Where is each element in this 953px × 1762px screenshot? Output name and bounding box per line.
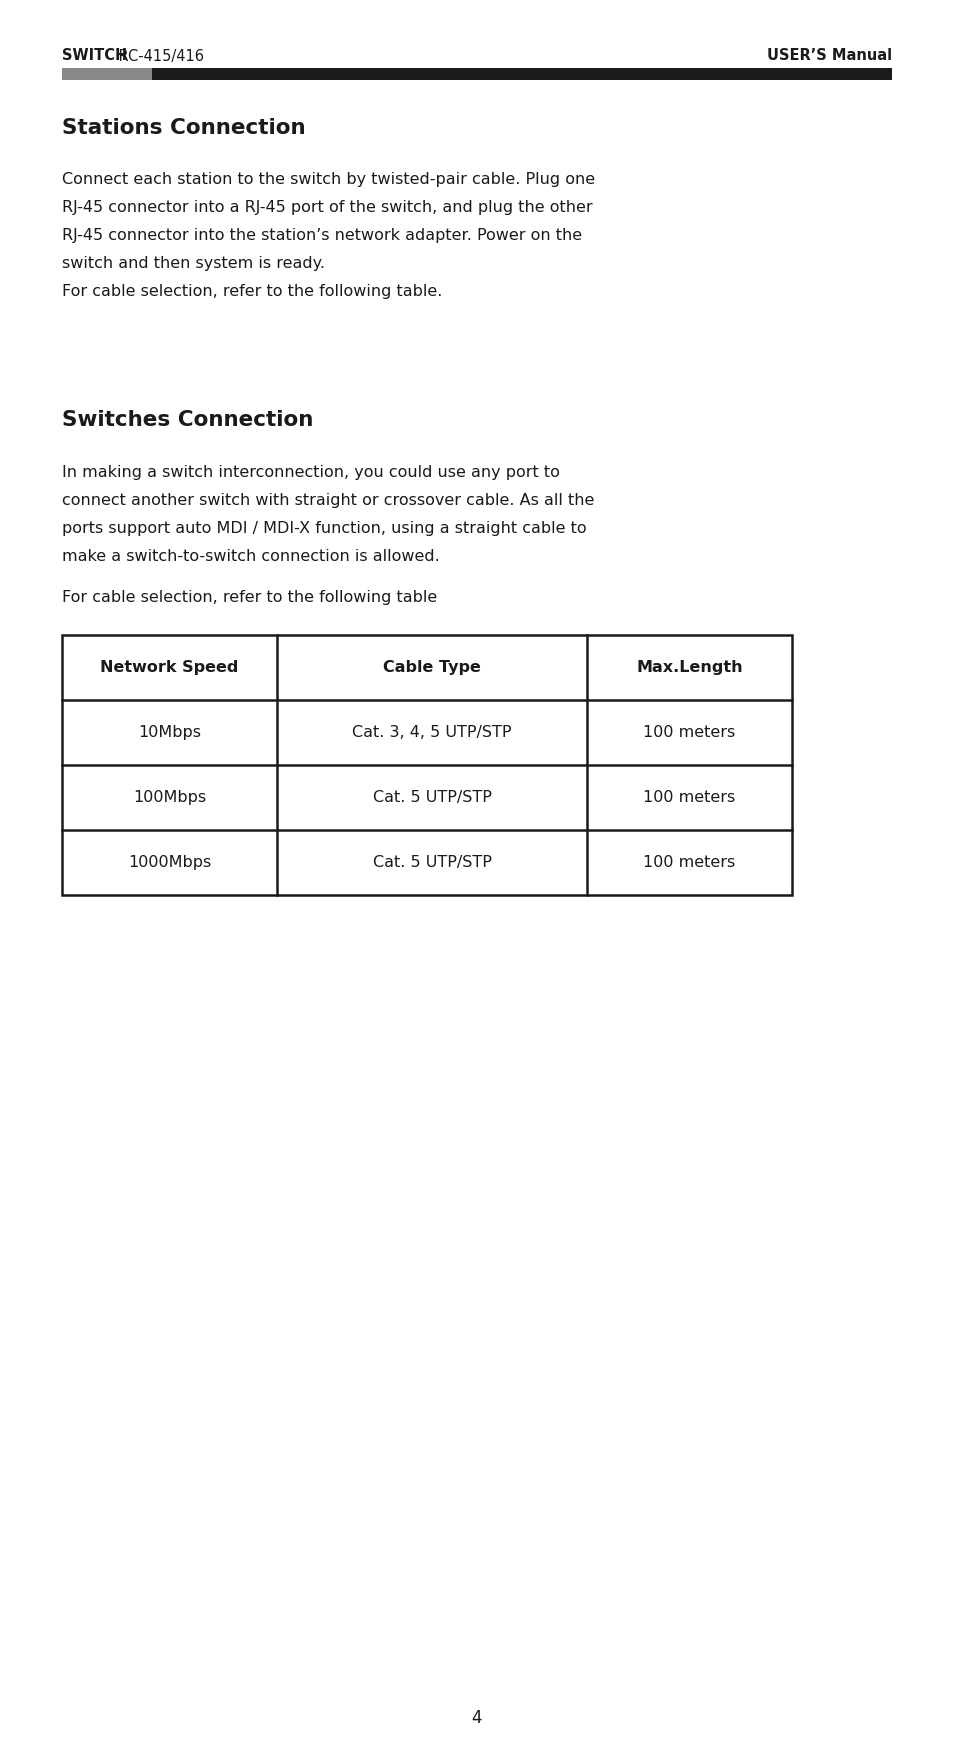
Text: Cat. 3, 4, 5 UTP/STP: Cat. 3, 4, 5 UTP/STP — [352, 724, 511, 740]
Text: Max.Length: Max.Length — [636, 661, 742, 675]
Text: 1000Mbps: 1000Mbps — [128, 855, 211, 870]
Text: USER’S Manual: USER’S Manual — [766, 49, 891, 63]
Text: 100 meters: 100 meters — [642, 724, 735, 740]
Text: Connect each station to the switch by twisted-pair cable. Plug one: Connect each station to the switch by tw… — [62, 173, 595, 187]
Text: Cat. 5 UTP/STP: Cat. 5 UTP/STP — [373, 789, 491, 805]
Text: make a switch-to-switch connection is allowed.: make a switch-to-switch connection is al… — [62, 550, 439, 564]
Text: 100 meters: 100 meters — [642, 855, 735, 870]
Text: 100 meters: 100 meters — [642, 789, 735, 805]
Text: Cable Type: Cable Type — [383, 661, 480, 675]
Bar — [62, 69, 152, 79]
Text: For cable selection, refer to the following table.: For cable selection, refer to the follow… — [62, 284, 442, 300]
Bar — [62, 634, 791, 895]
Text: In making a switch interconnection, you could use any port to: In making a switch interconnection, you … — [62, 465, 559, 479]
Text: RC-415/416: RC-415/416 — [113, 49, 204, 63]
Text: Network Speed: Network Speed — [100, 661, 238, 675]
Text: 10Mbps: 10Mbps — [138, 724, 201, 740]
Bar — [152, 69, 891, 79]
Text: 4: 4 — [471, 1709, 482, 1727]
Text: Stations Connection: Stations Connection — [62, 118, 305, 137]
Text: switch and then system is ready.: switch and then system is ready. — [62, 255, 325, 271]
Text: RJ-45 connector into a RJ-45 port of the switch, and plug the other: RJ-45 connector into a RJ-45 port of the… — [62, 201, 592, 215]
Text: Switches Connection: Switches Connection — [62, 411, 313, 430]
Text: For cable selection, refer to the following table: For cable selection, refer to the follow… — [62, 590, 436, 604]
Text: Cat. 5 UTP/STP: Cat. 5 UTP/STP — [373, 855, 491, 870]
Text: 100Mbps: 100Mbps — [132, 789, 206, 805]
Text: ports support auto MDI / MDI-X function, using a straight cable to: ports support auto MDI / MDI-X function,… — [62, 522, 586, 536]
Text: SWITCH: SWITCH — [62, 49, 127, 63]
Text: RJ-45 connector into the station’s network adapter. Power on the: RJ-45 connector into the station’s netwo… — [62, 227, 581, 243]
Text: connect another switch with straight or crossover cable. As all the: connect another switch with straight or … — [62, 493, 594, 507]
